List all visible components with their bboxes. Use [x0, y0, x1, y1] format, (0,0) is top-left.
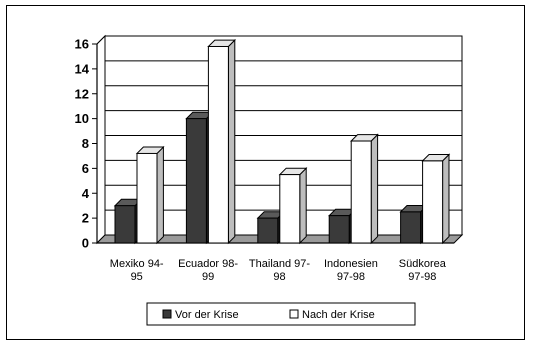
bar	[279, 174, 301, 244]
x-tick-label: Ecuador 98-99	[178, 258, 238, 283]
y-tick-label: 6	[82, 161, 89, 176]
x-tick-label: Mexiko 94-95	[110, 258, 164, 283]
bar	[207, 45, 229, 244]
chart-frame: 0 2 4 6 8 10 12 14 16 Mexiko 94-95 Ecuador 98-99 Th…	[6, 5, 525, 340]
bar	[136, 152, 158, 244]
legend-swatch	[162, 309, 172, 319]
x-tick-label: Indonesien 97-98	[324, 258, 378, 283]
bar-side	[370, 133, 379, 245]
plot-side-wall	[96, 34, 106, 245]
bar	[350, 140, 372, 244]
bar-side	[227, 38, 236, 245]
bar-side	[299, 166, 307, 245]
bar	[185, 118, 207, 244]
y-tick-label: 8	[82, 136, 89, 151]
y-tick-label: 12	[75, 86, 89, 101]
y-tick-label: 0	[82, 236, 89, 251]
y-tick-label: 14	[75, 61, 90, 76]
legend-swatch	[289, 309, 299, 319]
bar	[422, 160, 444, 244]
y-tick-label: 16	[75, 37, 89, 52]
bar	[328, 215, 350, 244]
bar	[400, 211, 422, 244]
y-tick-label: 10	[75, 111, 89, 126]
legend-label: Vor der Krise	[175, 309, 239, 321]
bar-chart: 0 2 4 6 8 10 12 14 16 Mexiko 94-95 Ecuador 98-99 Th…	[75, 34, 464, 326]
y-tick-label: 2	[82, 211, 89, 226]
bar	[257, 217, 279, 244]
legend-box	[146, 302, 416, 326]
bar	[114, 205, 136, 244]
x-tick-label: Südkorea 97-98	[399, 258, 447, 283]
x-tick-label: Thailand 97-98	[249, 258, 310, 283]
y-tick-label: 4	[82, 186, 90, 201]
legend-label: Nach der Krise	[302, 309, 375, 321]
bar-side	[156, 145, 164, 245]
bar-side	[442, 153, 450, 245]
